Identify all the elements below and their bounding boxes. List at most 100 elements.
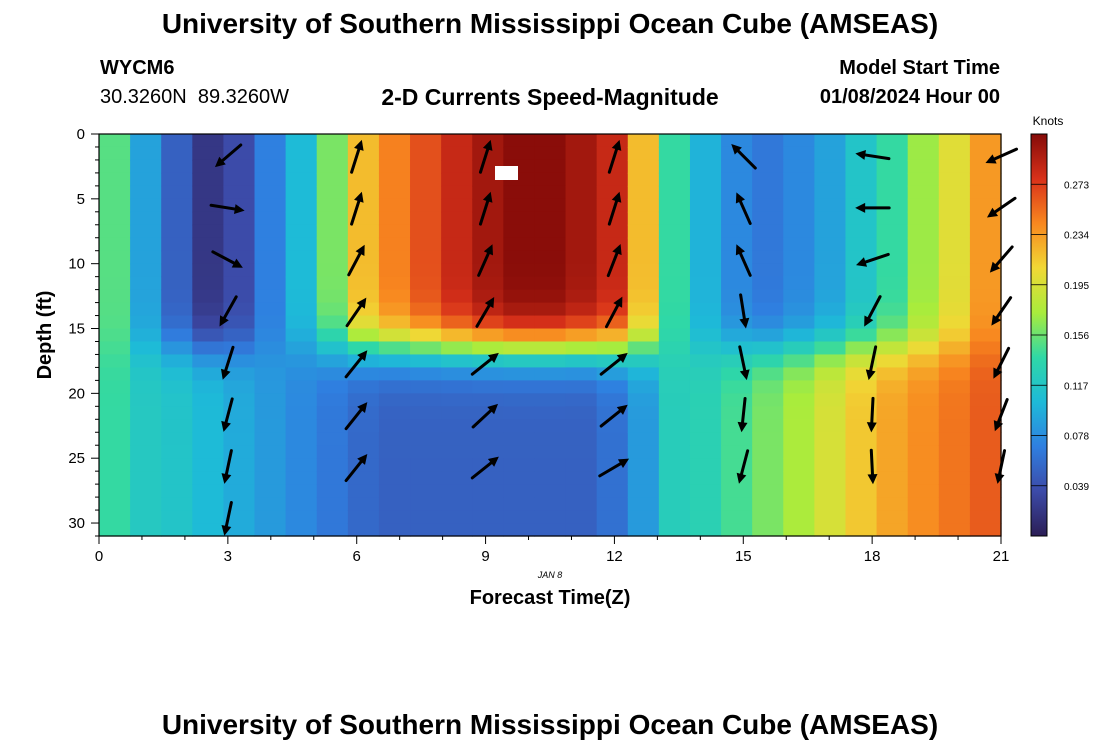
- heatmap-cell: [876, 341, 909, 356]
- heatmap-cell: [192, 198, 225, 213]
- heatmap-cell: [907, 341, 940, 356]
- heatmap-cell: [161, 393, 193, 407]
- heatmap-cell: [938, 432, 971, 446]
- heatmap-cell: [254, 380, 287, 394]
- heatmap-cell: [223, 445, 256, 459]
- heatmap-cell: [254, 159, 287, 174]
- heatmap-cell: [223, 393, 256, 407]
- heatmap-cell: [783, 237, 815, 252]
- colorbar-ticks: 0.039 0.078 0.117 0.156 0.195 0.234 0.273: [1031, 180, 1089, 493]
- heatmap-cell: [347, 185, 380, 200]
- heatmap-cell: [347, 134, 380, 148]
- heatmap-cell: [130, 432, 162, 446]
- current-vector: [598, 458, 630, 478]
- heatmap-cell: [99, 237, 131, 252]
- heatmap-cell: [627, 134, 660, 148]
- heatmap-cell: [316, 484, 349, 498]
- heatmap-cell: [441, 406, 473, 420]
- heatmap-cell: [783, 289, 815, 304]
- heatmap-cell: [783, 367, 815, 381]
- heatmap-cell: [907, 250, 940, 265]
- heatmap-cell: [285, 289, 318, 304]
- heatmap-cell: [192, 185, 225, 200]
- heatmap-cell: [814, 432, 847, 446]
- heatmap-cell: [627, 276, 660, 291]
- heatmap-cell: [814, 380, 847, 394]
- heatmap-cell: [285, 172, 318, 187]
- heatmap-cell: [721, 211, 753, 226]
- heatmap-cell: [285, 134, 318, 148]
- heatmap-cell: [907, 510, 940, 524]
- heatmap-cell: [347, 445, 380, 459]
- heatmap-cell: [565, 406, 598, 420]
- heatmap-cell: [534, 471, 567, 485]
- heatmap-cell: [689, 224, 722, 239]
- heatmap-cell: [316, 471, 349, 485]
- heatmap-cell: [534, 276, 567, 291]
- x-axis-title: Forecast Time(Z): [470, 587, 631, 609]
- heatmap-cell: [689, 354, 722, 369]
- heatmap-cell: [627, 510, 660, 524]
- heatmap-cell: [876, 419, 909, 433]
- heatmap-cell: [627, 523, 660, 537]
- chart-subtitle: 2-D Currents Speed-Magnitude: [381, 84, 719, 110]
- heatmap-cell: [130, 276, 162, 291]
- heatmap-cell: [969, 159, 1002, 174]
- heatmap-cell: [254, 419, 287, 433]
- heatmap-cell: [472, 484, 504, 498]
- heatmap-cell: [627, 250, 660, 265]
- heatmap-cell: [161, 224, 193, 239]
- heatmap-cell: [783, 159, 815, 174]
- heatmap-cell: [161, 159, 193, 174]
- heatmap-cell: [410, 289, 442, 304]
- heatmap-cell: [99, 406, 131, 420]
- heatmap-cell: [565, 185, 598, 200]
- heatmap-cell: [161, 484, 193, 498]
- heatmap-cell: [472, 289, 504, 304]
- heatmap-cell: [752, 432, 784, 446]
- heatmap-cell: [441, 458, 473, 472]
- heatmap-cell: [347, 510, 380, 524]
- heatmap-cell: [627, 198, 660, 213]
- heatmap-cell: [938, 341, 971, 356]
- heatmap-cell: [285, 250, 318, 265]
- current-vector: [739, 293, 750, 329]
- heatmap-cell: [223, 471, 256, 485]
- heatmap-cell: [845, 432, 878, 446]
- heatmap-cell: [347, 198, 380, 213]
- heatmap-cell: [596, 263, 629, 278]
- heatmap-cell: [161, 458, 193, 472]
- heatmap-cell: [472, 341, 504, 356]
- heatmap-cell: [938, 211, 971, 226]
- heatmap-cell: [316, 224, 349, 239]
- heatmap-cell: [721, 380, 753, 394]
- heatmap-cell: [503, 406, 536, 420]
- heatmap-cell: [472, 380, 504, 394]
- heatmap-cell: [192, 523, 225, 537]
- heatmap-cell: [689, 523, 722, 537]
- heatmap-cell: [783, 523, 815, 537]
- heatmap-cell: [721, 510, 753, 524]
- current-vector: [989, 245, 1014, 273]
- heatmap-cell: [285, 276, 318, 291]
- heatmap-cell: [783, 146, 815, 161]
- heatmap-cell: [721, 276, 753, 291]
- heatmap-cell: [347, 523, 380, 537]
- heatmap-cell: [876, 263, 909, 278]
- heatmap-cell: [472, 198, 504, 213]
- heatmap-cell: [316, 146, 349, 161]
- heatmap-cell: [161, 432, 193, 446]
- heatmap-cell: [503, 432, 536, 446]
- heatmap-cell: [534, 458, 567, 472]
- heatmap-cell: [627, 146, 660, 161]
- heatmap-cell: [130, 315, 162, 330]
- heatmap-cell: [254, 471, 287, 485]
- heatmap-cell: [347, 328, 380, 343]
- heatmap-cell: [99, 315, 131, 330]
- heatmap-cell: [472, 523, 504, 537]
- heatmap-cell: [316, 134, 349, 148]
- heatmap-cell: [969, 471, 1002, 485]
- heatmap-cell: [534, 172, 567, 187]
- heatmap-cell: [565, 419, 598, 433]
- heatmap-cell: [441, 497, 473, 511]
